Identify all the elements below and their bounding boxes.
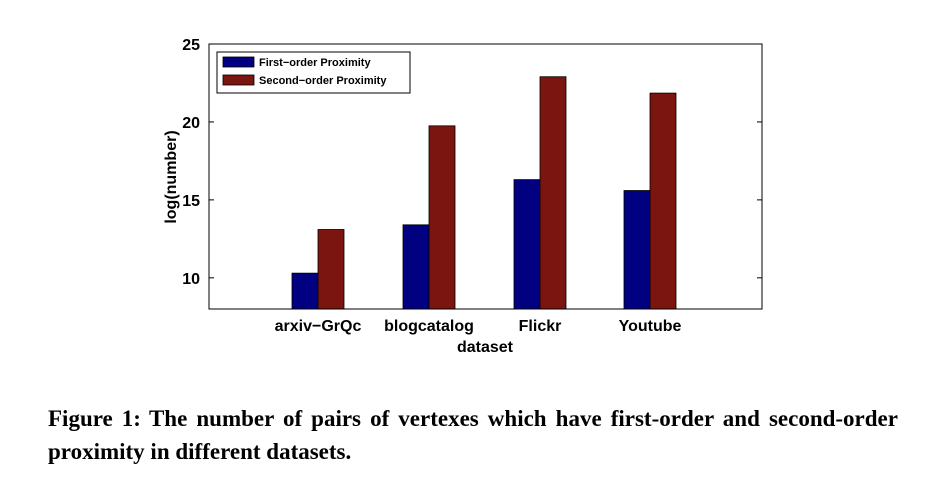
- x-tick-label: Youtube: [619, 318, 682, 335]
- x-axis-tick-labels: arxiv−GrQc blogcatalog Flickr Youtube: [275, 318, 682, 335]
- caption-label: Figure 1:: [48, 406, 141, 431]
- bar-second-order: [649, 92, 677, 310]
- bar-chart: 10 15 20 25 arxiv−GrQc blogcatalog Flickr Yout…: [163, 37, 763, 356]
- x-tick-label: Flickr: [519, 318, 562, 335]
- y-axis-label: log(number): [163, 130, 180, 223]
- bar-first-order: [513, 179, 541, 310]
- legend-label-first-order: First−order Proximity: [259, 57, 371, 69]
- y-axis-ticks: 10 15 20 25: [182, 37, 762, 288]
- caption-text: The number of pairs of vertexes which ha…: [48, 406, 898, 464]
- y-tick-label: 10: [182, 271, 200, 288]
- bar-second-order: [428, 125, 456, 310]
- y-tick-label: 20: [182, 115, 200, 132]
- bar-second-order: [317, 229, 345, 310]
- legend-label-second-order: Second−order Proximity: [259, 75, 387, 87]
- x-axis-label: dataset: [457, 339, 514, 356]
- plot-frame: [208, 43, 763, 310]
- legend: First−order Proximity Second−order Proxi…: [216, 51, 411, 94]
- legend-swatch-second-order: [222, 74, 255, 86]
- figure-caption: Figure 1: The number of pairs of vertexes…: [48, 402, 898, 468]
- x-tick-label: arxiv−GrQc: [275, 318, 362, 335]
- x-tick-label: blogcatalog: [384, 318, 474, 335]
- bar-second-order: [539, 76, 567, 310]
- legend-swatch-first-order: [222, 56, 255, 68]
- y-tick-label: 15: [182, 193, 200, 210]
- bar-first-order: [402, 224, 430, 310]
- bar-first-order: [623, 190, 651, 310]
- bar-first-order: [291, 272, 319, 310]
- y-tick-label: 25: [182, 37, 200, 54]
